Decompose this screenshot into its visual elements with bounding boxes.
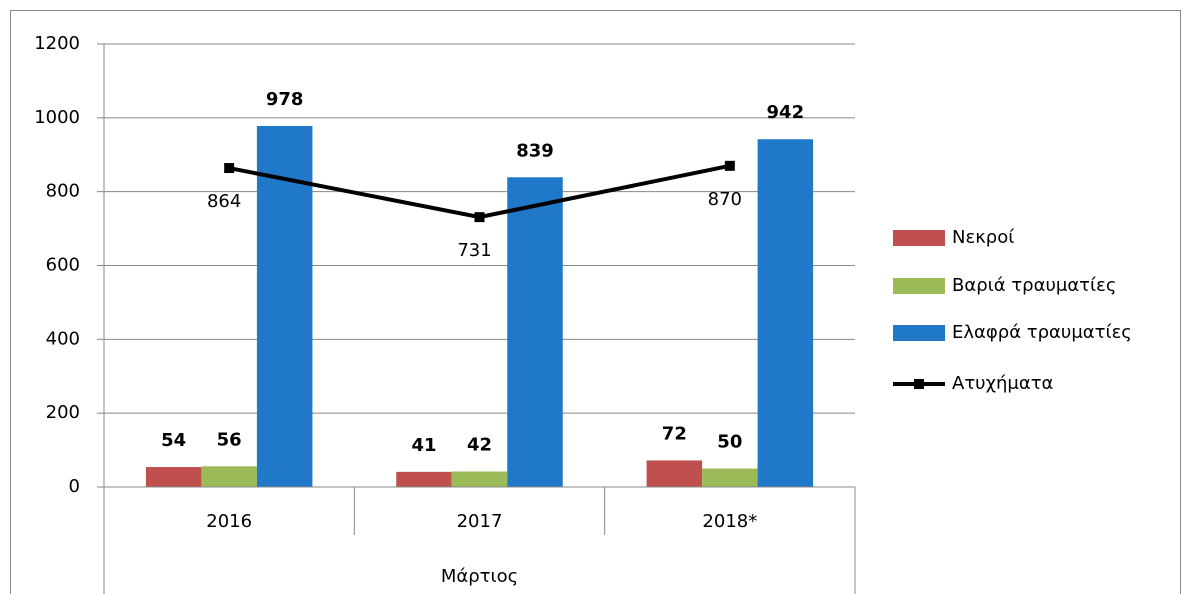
bar-value-label: 72 [662,423,687,444]
y-tick-label: 800 [46,181,80,202]
legend-marker [914,379,924,389]
category-group-label: Μάρτιος [441,566,518,587]
bar-value-label: 978 [266,89,304,110]
x-tick-label: 2017 [457,511,503,532]
bar [396,471,452,487]
y-tick-label: 1200 [34,33,80,54]
bar-value-label: 56 [217,429,242,450]
bar [507,177,563,487]
bar [702,468,758,487]
bar-value-label: 839 [516,140,554,161]
y-tick-label: 400 [46,328,80,349]
legend-label: Βαριά τραυματίες [952,275,1116,296]
legend-label: Ελαφρά τραυματίες [952,322,1132,343]
y-tick-label: 1000 [34,107,80,128]
line-marker [224,163,235,174]
bar [145,467,202,487]
chart-border [10,10,1181,594]
line-marker [724,160,735,171]
line-value-label: 864 [207,191,241,212]
y-tick-label: 0 [69,476,80,497]
legend-swatch [893,230,945,246]
line-value-label: 731 [457,240,491,261]
legend-swatch [893,325,945,341]
y-tick-label: 600 [46,255,80,276]
bar [201,466,257,487]
x-tick-label: 2016 [206,511,252,532]
bar-value-label: 942 [767,102,805,123]
legend-label: Ατυχήματα [952,373,1053,394]
y-tick-label: 200 [46,402,80,423]
bar [757,139,814,487]
legend-swatch [893,278,945,294]
legend-label: Νεκροί [952,227,1014,248]
bar-value-label: 41 [411,435,436,456]
bar [646,460,703,487]
bar-value-label: 42 [467,434,492,455]
bar [451,471,508,487]
line-marker [474,212,485,223]
line-value-label: 870 [708,189,742,210]
x-tick-label: 2018* [702,511,757,532]
bar-value-label: 50 [717,432,742,453]
bar-value-label: 54 [161,430,186,451]
bar [256,125,313,487]
